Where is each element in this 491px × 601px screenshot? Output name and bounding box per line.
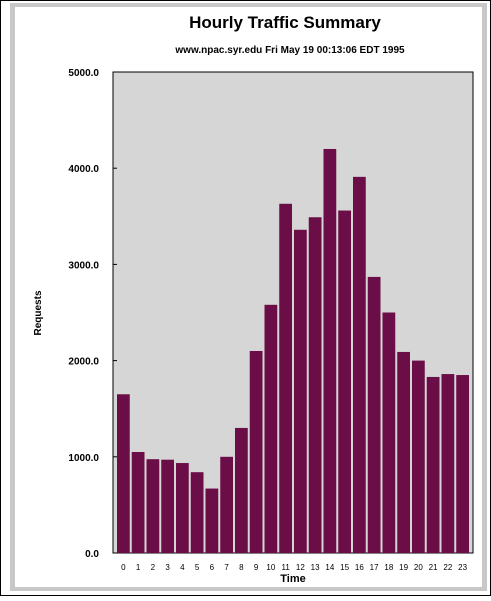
bar-hour-23 [456, 375, 469, 553]
y-tick-label: 0.0 [85, 549, 99, 560]
x-tick-label: 19 [399, 563, 408, 572]
x-axis-ticks: 0 1 2 3 4 5 6 7 8 9 10 11 12 13 14 15 16 17 18 19 20 21 22 23 [121, 563, 467, 572]
x-tick-label: 3 [165, 563, 170, 572]
bar-hour-13 [308, 217, 322, 553]
bar-hour-3 [161, 459, 174, 553]
x-tick-label: 4 [180, 563, 185, 572]
x-tick-label: 13 [311, 563, 320, 572]
bar-hour-1 [131, 451, 145, 553]
x-tick-label: 0 [121, 563, 126, 572]
x-tick-label: 11 [281, 563, 290, 572]
x-tick-label: 23 [458, 563, 467, 572]
x-tick-label: 21 [429, 563, 438, 572]
bar-hour-5 [190, 472, 204, 553]
bars [117, 148, 469, 554]
bar-hour-4 [176, 463, 189, 553]
y-tick-label: 3000.0 [68, 260, 99, 271]
bar-hour-7 [220, 456, 233, 553]
chart-title: Hourly Traffic Summary [189, 13, 381, 32]
bar-hour-16 [353, 176, 366, 554]
x-tick-label: 8 [239, 563, 244, 572]
bar-hour-17 [367, 276, 381, 553]
bar-hour-0 [117, 394, 130, 553]
x-tick-label: 9 [254, 563, 259, 572]
x-tick-label: 18 [384, 563, 393, 572]
bar-hour-20 [412, 360, 425, 553]
bar-hour-9 [249, 350, 263, 553]
x-tick-label: 15 [340, 563, 349, 572]
x-axis-label: Time [280, 573, 305, 585]
bar-hour-6 [205, 488, 219, 553]
x-tick-label: 22 [443, 563, 452, 572]
y-tick-label: 1000.0 [68, 453, 99, 464]
x-tick-label: 17 [370, 563, 379, 572]
bar-hour-22 [441, 374, 455, 553]
x-tick-label: 10 [266, 563, 275, 572]
bar-hour-18 [382, 312, 396, 553]
bar-hour-14 [323, 148, 337, 553]
bar-hour-8 [235, 427, 248, 553]
x-tick-label: 5 [195, 563, 200, 572]
bar-hour-21 [426, 376, 440, 553]
chart-subtitle: www.npac.syr.edu Fri May 19 00:13:06 EDT… [174, 45, 405, 56]
y-tick-label: 2000.0 [68, 357, 99, 368]
x-tick-label: 7 [224, 563, 229, 572]
bar-hour-19 [397, 351, 410, 553]
x-tick-label: 2 [151, 563, 156, 572]
y-tick-label: 4000.0 [68, 164, 99, 175]
x-tick-label: 6 [210, 563, 215, 572]
bar-hour-15 [338, 210, 351, 553]
bar-hour-2 [146, 459, 160, 553]
bar-hour-10 [264, 304, 278, 553]
x-tick-label: 1 [136, 563, 141, 572]
y-axis-label: Requests [33, 290, 44, 335]
x-tick-label: 20 [414, 563, 423, 572]
y-axis-ticks: 0.0 1000.0 2000.0 3000.0 4000.0 5000.0 [68, 68, 117, 560]
y-tick-label: 5000.0 [68, 68, 99, 79]
x-tick-label: 12 [296, 563, 305, 572]
x-tick-label: 16 [355, 563, 364, 572]
bar-hour-11 [279, 203, 292, 554]
x-tick-label: 14 [325, 563, 334, 572]
bar-hour-12 [294, 229, 307, 553]
